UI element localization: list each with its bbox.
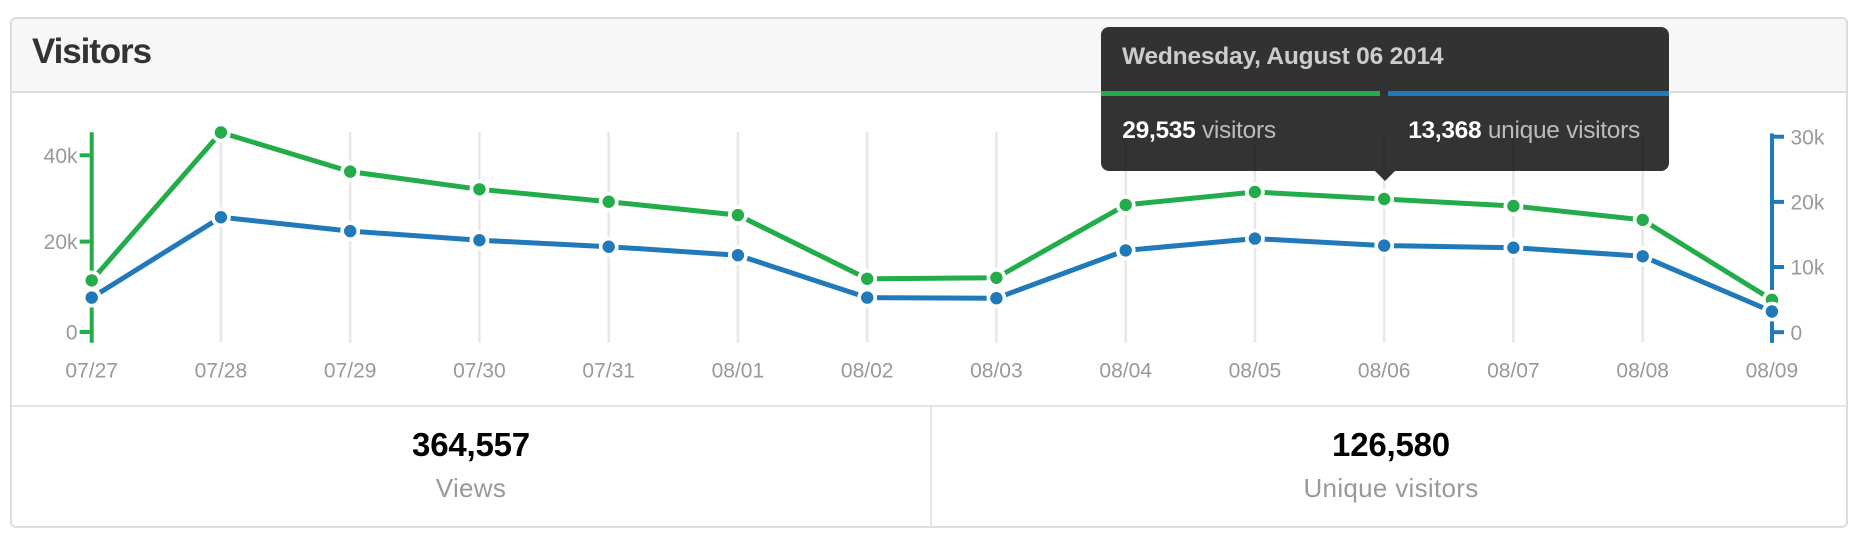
svg-text:07/31: 07/31 (582, 360, 635, 383)
svg-text:0: 0 (66, 322, 78, 345)
svg-text:08/06: 08/06 (1358, 360, 1411, 383)
svg-text:20k: 20k (1791, 192, 1825, 215)
svg-text:30k: 30k (1791, 126, 1825, 149)
svg-text:08/01: 08/01 (712, 360, 765, 383)
svg-text:08/09: 08/09 (1746, 360, 1799, 383)
svg-text:07/28: 07/28 (195, 360, 248, 383)
svg-text:08/08: 08/08 (1616, 360, 1669, 383)
svg-text:10k: 10k (1791, 257, 1825, 280)
svg-text:07/30: 07/30 (453, 360, 506, 383)
svg-text:07/29: 07/29 (324, 360, 377, 383)
svg-text:07/27: 07/27 (65, 360, 118, 383)
svg-text:08/04: 08/04 (1099, 360, 1152, 383)
svg-text:20k: 20k (44, 231, 78, 254)
svg-text:40k: 40k (44, 145, 78, 168)
svg-text:08/03: 08/03 (970, 360, 1023, 383)
svg-text:08/07: 08/07 (1487, 360, 1540, 383)
svg-text:0: 0 (1791, 322, 1803, 345)
svg-text:08/05: 08/05 (1229, 360, 1282, 383)
svg-text:08/02: 08/02 (841, 360, 894, 383)
